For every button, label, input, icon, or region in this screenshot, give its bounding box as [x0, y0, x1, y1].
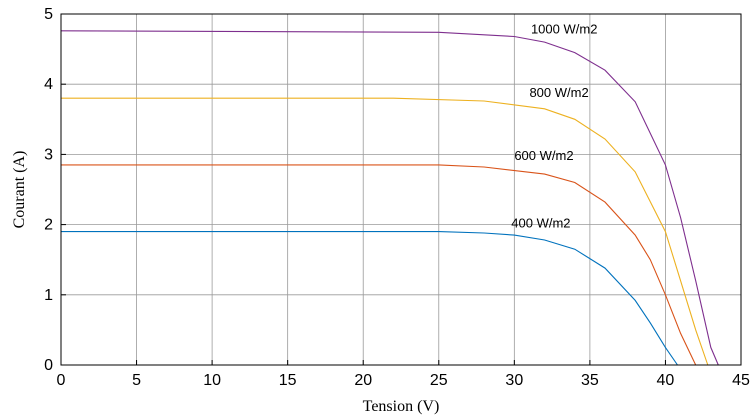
series-line-600-w-m2	[61, 164, 697, 366]
curve-labels: 1000 W/m2 800 W/m2 600 W/m2 400 W/m2	[511, 22, 597, 231]
curve-label: 600 W/m2	[514, 148, 573, 163]
y-tick-label: 4	[44, 76, 53, 93]
y-tick-label: 1	[44, 287, 53, 304]
grid	[61, 14, 741, 365]
x-axis-label: Tension (V)	[363, 398, 440, 415]
plot-frame	[60, 13, 742, 366]
x-tick-label: 20	[354, 372, 372, 389]
curve-label: 1000 W/m2	[531, 22, 597, 37]
y-tick-label: 0	[44, 357, 53, 374]
x-tick-label: 30	[505, 372, 523, 389]
x-tick-label: 0	[57, 372, 66, 389]
x-tick-label: 35	[581, 372, 599, 389]
x-tick-label: 25	[430, 372, 448, 389]
x-tick-label: 15	[279, 372, 297, 389]
y-tick-label: 2	[44, 217, 53, 234]
x-tick-label: 40	[657, 372, 675, 389]
curve-label: 400 W/m2	[511, 215, 570, 230]
series-line-400-w-m2	[61, 231, 678, 366]
y-tick-label: 3	[44, 146, 53, 163]
y-tick-label: 5	[44, 6, 53, 23]
y-axis-label: Courant (A)	[11, 151, 28, 229]
x-tick-label: 5	[132, 372, 141, 389]
curve-label: 800 W/m2	[529, 85, 588, 100]
x-tick-label: 10	[203, 372, 221, 389]
series-line-1000-w-m2	[60, 30, 719, 366]
series-group	[60, 30, 719, 366]
x-tick-label: 45	[732, 372, 750, 389]
series-line-800-w-m2	[61, 97, 709, 366]
